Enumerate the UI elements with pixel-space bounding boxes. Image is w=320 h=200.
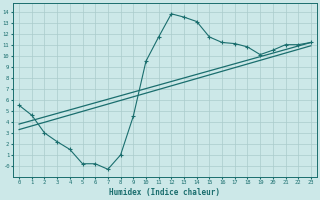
X-axis label: Humidex (Indice chaleur): Humidex (Indice chaleur) — [109, 188, 220, 197]
